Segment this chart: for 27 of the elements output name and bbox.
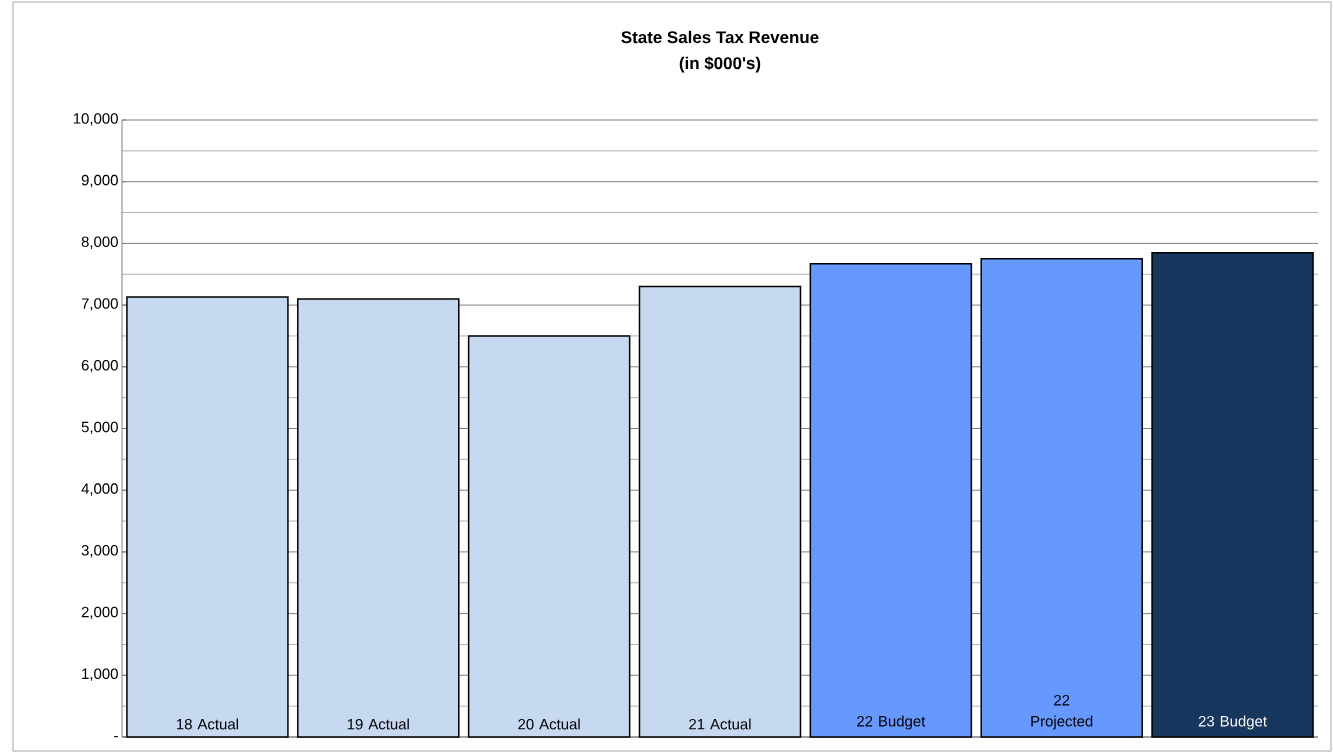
- y-tick-label: 2,000: [81, 606, 118, 620]
- x-tick-label: 23 Budget: [1198, 715, 1267, 730]
- bar: [980, 258, 1143, 738]
- bar: [126, 296, 289, 738]
- y-tick-label: 5,000: [81, 421, 118, 434]
- x-tick-label: 22 Projected: [1031, 695, 1093, 730]
- chart-subtitle: (in $000's): [679, 56, 761, 73]
- y-tick-label: 7,000: [81, 298, 118, 311]
- y-tick-label: 10,000: [73, 113, 118, 126]
- x-tick-label: 22 Budget: [857, 715, 926, 730]
- bar: [467, 335, 631, 738]
- chart-title: State Sales Tax Revenue: [621, 30, 819, 44]
- x-tick-label: 21 Actual: [689, 718, 751, 730]
- y-tick-label: 9,000: [81, 174, 118, 188]
- bar: [638, 285, 802, 738]
- bar: [297, 298, 460, 738]
- y-tick-label: 4,000: [81, 483, 118, 496]
- x-tick-label: 19 Actual: [347, 718, 409, 730]
- bar: [1151, 251, 1314, 738]
- bar: [809, 263, 973, 738]
- x-tick-label: 18 Actual: [177, 718, 238, 730]
- y-tick-label: -: [114, 736, 118, 738]
- x-tick-label: 20 Actual: [518, 718, 580, 730]
- y-tick-label: 6,000: [81, 359, 118, 373]
- y-tick-label: 8,000: [81, 236, 118, 249]
- y-tick-label: 1,000: [82, 668, 118, 681]
- y-tick-label: 3,000: [81, 545, 118, 558]
